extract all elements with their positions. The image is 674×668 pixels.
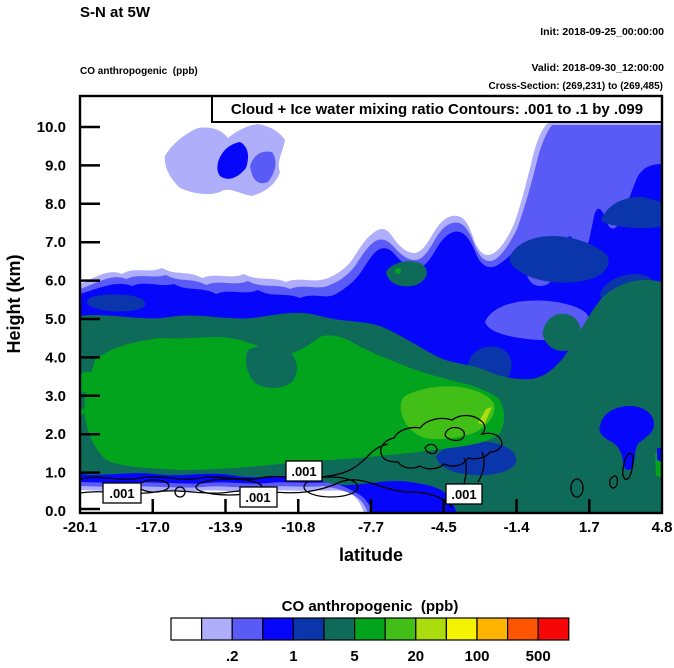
svg-text:6.0: 6.0 <box>45 273 66 290</box>
x-axis-labels: -20.1 -17.0 -13.9 -10.8 -7.7 -4.5 -1.4 1… <box>63 519 673 536</box>
fill-blue-blob-se <box>599 406 654 470</box>
contour-note: Cloud + Ice water mixing ratio Contours:… <box>231 101 643 118</box>
svg-text:1.7: 1.7 <box>579 519 600 536</box>
fill-level-2-islands <box>386 261 581 351</box>
contour-label: .001 <box>291 464 316 479</box>
contour-note-box: Cloud + Ice water mixing ratio Contours:… <box>211 95 663 123</box>
svg-text:5: 5 <box>350 648 358 665</box>
colorbar-cells <box>170 617 570 641</box>
svg-text:20: 20 <box>407 648 424 665</box>
svg-text:-1.4: -1.4 <box>504 519 531 536</box>
svg-text:3.0: 3.0 <box>45 388 66 405</box>
contour-label-boxes: .001 .001 .001 .001 <box>102 460 483 508</box>
fill-level-5-west-wedge <box>80 371 99 393</box>
svg-text:1: 1 <box>289 648 297 665</box>
svg-text:4.0: 4.0 <box>45 349 66 366</box>
co-fill-contours <box>80 123 662 513</box>
filled-field-name: CO anthropogenic (ppb) <box>80 66 198 77</box>
svg-text:-7.7: -7.7 <box>358 519 384 536</box>
fill-level-5 <box>84 335 505 470</box>
svg-text:-20.1: -20.1 <box>63 519 97 536</box>
green-speck <box>395 268 401 274</box>
y-axis-title: Height (km) <box>4 254 24 353</box>
page-title: S-N at 5W <box>80 4 151 21</box>
svg-text:500: 500 <box>526 648 551 665</box>
fill-blue-sliver-se <box>657 448 662 462</box>
svg-text:4.8: 4.8 <box>652 519 673 536</box>
svg-text:9.0: 9.0 <box>45 157 66 174</box>
colorbar-title: CO anthropogenic (ppb) <box>282 598 459 615</box>
fill-level-10 <box>400 386 495 440</box>
svg-text:0.0: 0.0 <box>45 503 66 520</box>
svg-text:8.0: 8.0 <box>45 196 66 213</box>
y-axis-labels: 10.0 9.0 8.0 7.0 6.0 5.0 4.0 3.0 2.0 1.0… <box>37 119 66 520</box>
init-time: Init: 2018-09-25_00:00:00 <box>540 26 664 38</box>
svg-text:1.0: 1.0 <box>45 465 66 482</box>
cross-section-plot: .001 .001 .001 .001 Cloud + Ice water mi… <box>78 94 664 515</box>
model-times: Init: 2018-09-25_00:00:00 Valid: 2018-09… <box>531 2 664 86</box>
contour-label: .001 <box>245 490 270 505</box>
svg-text:2.0: 2.0 <box>45 426 66 443</box>
svg-text:-10.8: -10.8 <box>281 519 315 536</box>
svg-text:-4.5: -4.5 <box>431 519 457 536</box>
svg-text:7.0: 7.0 <box>45 234 66 251</box>
colorbar: .2 1 5 20 100 500 <box>170 617 570 665</box>
svg-text:-17.0: -17.0 <box>136 519 170 536</box>
colorbar-labels: .2 1 5 20 100 500 <box>226 648 551 665</box>
cloud-patch-upper-left <box>164 124 285 196</box>
fill-level-5-surface-dot <box>80 408 88 416</box>
fill-level-2-notch <box>246 345 297 388</box>
svg-text:.2: .2 <box>226 648 239 665</box>
y-axis-ticks <box>80 125 100 511</box>
svg-text:10.0: 10.0 <box>37 119 66 136</box>
contour-label: .001 <box>451 487 476 502</box>
contour-label: .001 <box>109 486 134 501</box>
cross-section-info: Cross-Section: (269,231) to (269,485) <box>488 81 663 92</box>
svg-text:5.0: 5.0 <box>45 311 66 328</box>
svg-text:-13.9: -13.9 <box>208 519 242 536</box>
x-axis-title: latitude <box>339 545 403 565</box>
x-axis-ticks <box>151 499 591 513</box>
svg-text:100: 100 <box>464 648 489 665</box>
valid-time: Valid: 2018-09-30_12:00:00 <box>531 62 664 74</box>
